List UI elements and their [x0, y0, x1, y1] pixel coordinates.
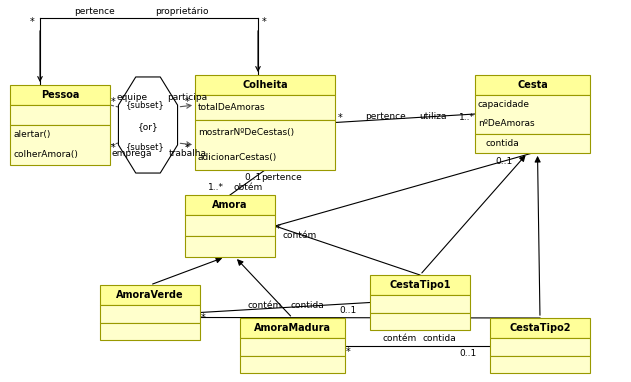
Text: *: *	[276, 224, 280, 234]
Text: *: *	[201, 314, 205, 324]
Text: *: *	[110, 143, 115, 153]
Bar	[100, 322, 200, 340]
Bar	[185, 195, 275, 215]
Text: Pessoa: Pessoa	[41, 90, 79, 100]
Text: equipe: equipe	[117, 92, 148, 102]
Text: 0..1: 0..1	[244, 173, 262, 183]
Text: Colheita: Colheita	[242, 80, 288, 90]
Text: contida: contida	[486, 139, 519, 147]
Bar	[10, 85, 110, 105]
Text: emprega: emprega	[112, 149, 152, 157]
Text: pertence: pertence	[74, 8, 115, 16]
Text: contida: contida	[290, 301, 324, 310]
Bar	[475, 95, 590, 134]
Text: 0..1: 0..1	[496, 157, 513, 165]
Text: CestaTipo1: CestaTipo1	[389, 280, 451, 290]
Text: capacidade: capacidade	[478, 100, 530, 109]
Bar	[370, 295, 470, 312]
Bar	[475, 134, 590, 153]
Bar	[490, 318, 590, 338]
Text: *: *	[346, 346, 350, 356]
Text: 1..*: 1..*	[459, 113, 475, 122]
Text: *: *	[30, 17, 34, 27]
Bar	[195, 95, 335, 120]
Text: AmoraVerde: AmoraVerde	[116, 290, 184, 300]
Text: contém: contém	[248, 301, 282, 310]
Text: totalDeAmoras: totalDeAmoras	[198, 103, 266, 112]
Text: adicionarCestas(): adicionarCestas()	[198, 153, 277, 162]
Bar	[100, 305, 200, 322]
Text: 0..1: 0..1	[459, 349, 476, 358]
Text: CestaTipo2: CestaTipo2	[509, 323, 571, 333]
Text: 1..*: 1..*	[208, 183, 224, 191]
Bar	[195, 120, 335, 170]
Text: Amora: Amora	[212, 200, 248, 210]
Text: contida: contida	[423, 334, 456, 343]
Polygon shape	[119, 77, 177, 173]
Text: {or}: {or}	[138, 123, 158, 131]
Bar	[185, 236, 275, 257]
Text: alertar(): alertar()	[13, 131, 50, 139]
Text: pertence: pertence	[365, 112, 405, 121]
Bar	[240, 356, 345, 373]
Bar	[10, 105, 110, 125]
Text: *: *	[110, 97, 115, 107]
Text: nºDeAmoras: nºDeAmoras	[478, 120, 534, 128]
Bar	[195, 75, 335, 95]
Text: {subset}: {subset}	[126, 142, 164, 152]
Text: 0..1: 0..1	[339, 306, 357, 315]
Bar	[475, 75, 590, 95]
Text: *: *	[338, 113, 343, 123]
Text: obtém: obtém	[233, 183, 262, 191]
Bar	[185, 215, 275, 236]
Text: colherAmora(): colherAmora()	[13, 151, 78, 160]
Text: utiliza: utiliza	[419, 112, 447, 121]
Text: trabalha: trabalha	[168, 149, 206, 157]
Text: contém: contém	[283, 231, 317, 241]
Bar	[490, 356, 590, 373]
Text: mostrarNºDeCestas(): mostrarNºDeCestas()	[198, 128, 294, 137]
Text: *: *	[262, 17, 266, 27]
Bar	[100, 285, 200, 305]
Bar	[490, 338, 590, 356]
Bar	[240, 318, 345, 338]
Text: *: *	[185, 143, 189, 153]
Text: contém: contém	[382, 334, 416, 343]
Bar	[370, 312, 470, 330]
Text: *: *	[185, 97, 189, 107]
Text: AmoraMadura: AmoraMadura	[254, 323, 331, 333]
Text: Cesta: Cesta	[517, 80, 548, 90]
Bar	[240, 338, 345, 356]
Text: pertence: pertence	[261, 173, 302, 183]
Text: participa: participa	[167, 92, 208, 102]
Text: proprietário: proprietário	[155, 8, 208, 16]
Bar	[10, 125, 110, 165]
Text: {subset}: {subset}	[126, 100, 164, 110]
Bar	[370, 275, 470, 295]
